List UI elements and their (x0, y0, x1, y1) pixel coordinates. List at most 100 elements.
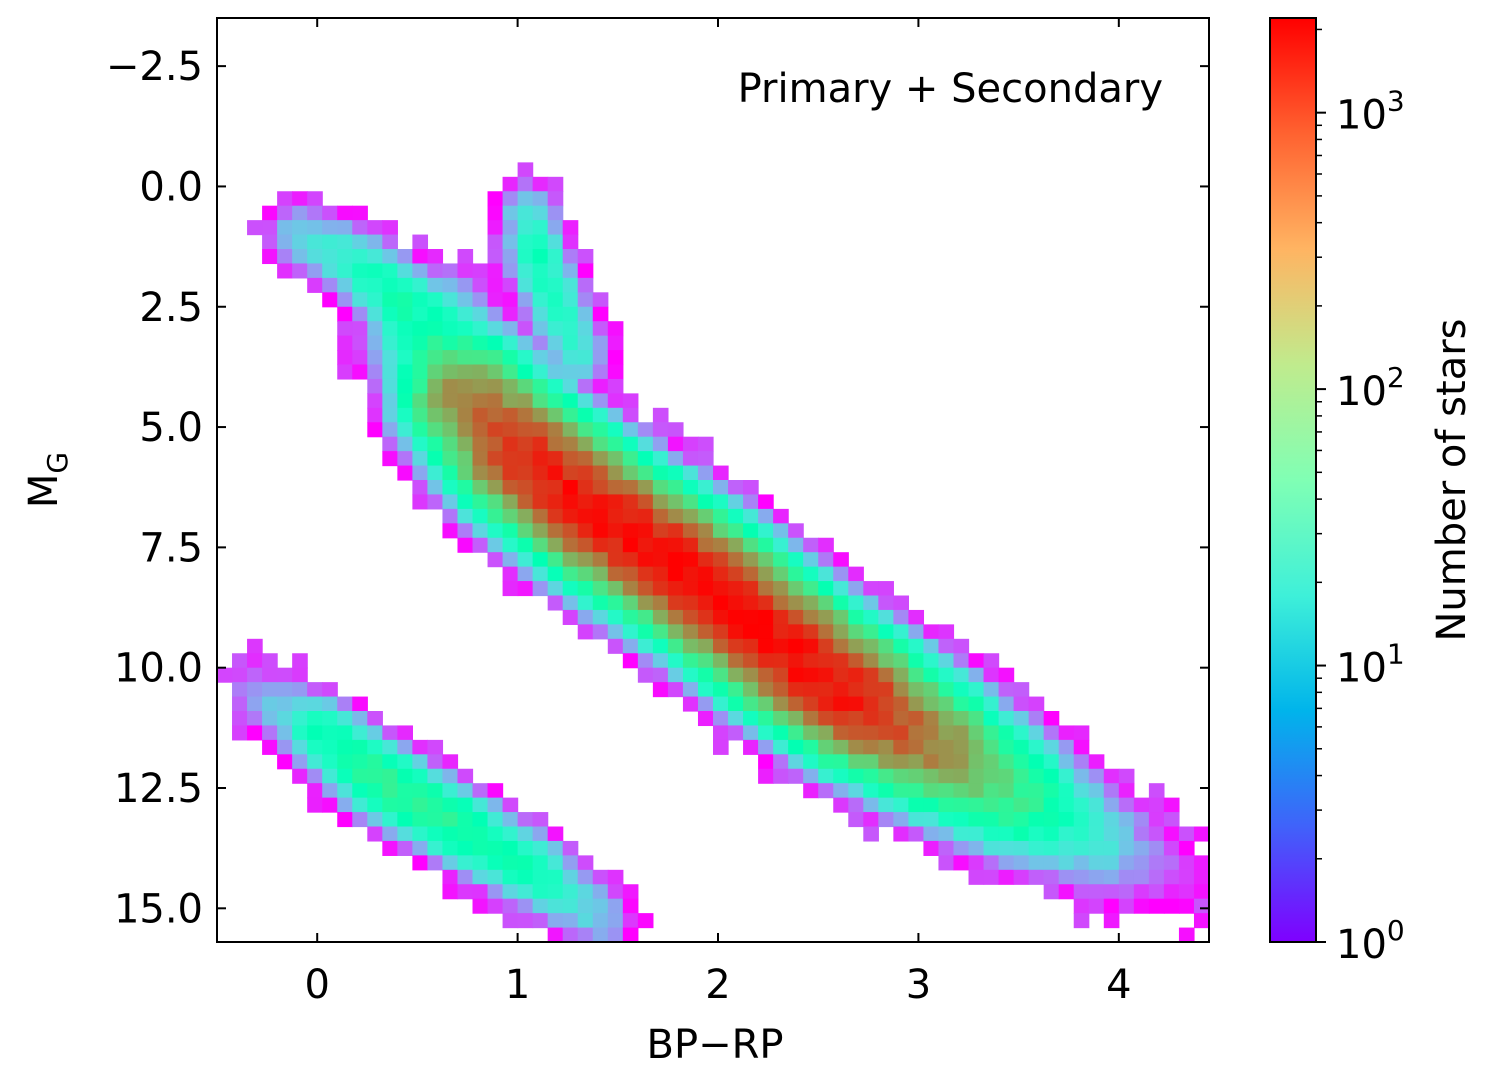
heatmap-cell (728, 480, 744, 496)
heatmap-cell (547, 205, 564, 221)
heatmap-cell (442, 321, 459, 337)
heatmap-cell (1103, 869, 1120, 885)
heatmap-cell (833, 552, 849, 568)
heatmap-cell (893, 653, 909, 669)
heatmap-cell (968, 869, 985, 885)
heatmap-cell (322, 797, 338, 813)
heatmap-cell (607, 609, 624, 625)
heatmap-cell (1178, 869, 1195, 885)
heatmap-cell (923, 754, 940, 770)
heatmap-cell (833, 566, 849, 582)
heatmap-cell (532, 869, 549, 885)
heatmap-cell (352, 754, 368, 770)
heatmap-cell (713, 696, 729, 712)
heatmap-cell (667, 523, 684, 539)
heatmap-cell (322, 234, 338, 250)
heatmap-cell (953, 754, 970, 770)
heatmap-cell (728, 711, 744, 727)
heatmap-cell (352, 335, 368, 351)
heatmap-cell (682, 494, 699, 510)
heatmap-cell (547, 306, 564, 322)
heatmap-cell (487, 480, 504, 496)
heatmap-cell (382, 812, 398, 828)
heatmap-cell (803, 638, 819, 654)
heatmap-cell (247, 653, 263, 669)
heatmap-cell (743, 480, 759, 496)
heatmap-cell (743, 609, 759, 625)
heatmap-cell (292, 711, 308, 727)
heatmap-cell (592, 508, 609, 524)
heatmap-cell (517, 249, 534, 265)
heatmap-cell (728, 667, 744, 683)
heatmap-cell (682, 436, 699, 452)
heatmap-cell (667, 638, 684, 654)
heatmap-cell (1043, 725, 1060, 741)
heatmap-cell (1058, 840, 1075, 856)
x-tick-label: 3 (906, 962, 931, 1008)
heatmap-cell (307, 739, 323, 755)
heatmap-cell (382, 826, 398, 842)
heatmap-cell (818, 537, 834, 553)
heatmap-cell (247, 725, 263, 741)
heatmap-cell (517, 826, 534, 842)
heatmap-cell (532, 855, 549, 871)
heatmap-cell (1058, 783, 1075, 799)
heatmap-cell (412, 249, 429, 265)
heatmap-cell (1043, 783, 1060, 799)
heatmap-cell (517, 465, 534, 481)
heatmap-cell (697, 682, 714, 698)
heatmap-cell (517, 378, 534, 394)
heatmap-cell (983, 739, 1000, 755)
heatmap-cell (562, 913, 579, 929)
heatmap-cell (532, 277, 549, 293)
heatmap-cell (517, 537, 534, 553)
heatmap-cell (412, 465, 429, 481)
heatmap-cell (637, 508, 654, 524)
heatmap-cell (923, 826, 940, 842)
heatmap-cell (322, 754, 338, 770)
heatmap-cell (427, 480, 444, 496)
heatmap-cell (442, 812, 459, 828)
heatmap-cell (562, 220, 579, 236)
heatmap-cell (472, 350, 489, 366)
heatmap-cell (457, 422, 474, 438)
heatmap-cell (1088, 869, 1105, 885)
heatmap-cell (502, 494, 519, 510)
heatmap-cell (292, 191, 308, 207)
heatmap-cell (622, 422, 639, 438)
heatmap-cell (352, 277, 368, 293)
heatmap-cell (1193, 826, 1209, 842)
heatmap-cell (562, 898, 579, 914)
heatmap-cell (472, 812, 489, 828)
y-axis-ticks: −2.5 0.0 2.5 5.0 7.5 10.0 12.5 15.0 (106, 44, 1209, 932)
heatmap-cell (337, 205, 353, 221)
heatmap-cell (713, 725, 729, 741)
heatmap-cell (472, 884, 489, 900)
heatmap-cell (667, 552, 684, 568)
heatmap-cell (743, 566, 759, 582)
heatmap-cell (1118, 812, 1135, 828)
heatmap-cell (427, 350, 444, 366)
heatmap-cell (697, 465, 714, 481)
heatmap-cell (292, 696, 308, 712)
heatmap-cell (592, 566, 609, 582)
heatmap-cell (322, 205, 338, 221)
heatmap-cell (1178, 884, 1195, 900)
heatmap-cell (1013, 739, 1030, 755)
heatmap-cell (517, 335, 534, 351)
heatmap-cell (337, 263, 353, 279)
heatmap-cell (1178, 898, 1195, 914)
heatmap-cell (532, 552, 549, 568)
heatmap-cell (803, 624, 819, 640)
heatmap-cell (818, 754, 834, 770)
heatmap-cell (547, 220, 564, 236)
heatmap-cell (713, 508, 729, 524)
heatmap-cell (352, 234, 368, 250)
heatmap-cell (1073, 913, 1090, 929)
heatmap-cell (442, 451, 459, 467)
heatmap-cell (788, 638, 804, 654)
heatmap-cell (562, 321, 579, 337)
heatmap-cell (622, 638, 639, 654)
heatmap-cell (382, 739, 398, 755)
heatmap-cell (893, 638, 909, 654)
